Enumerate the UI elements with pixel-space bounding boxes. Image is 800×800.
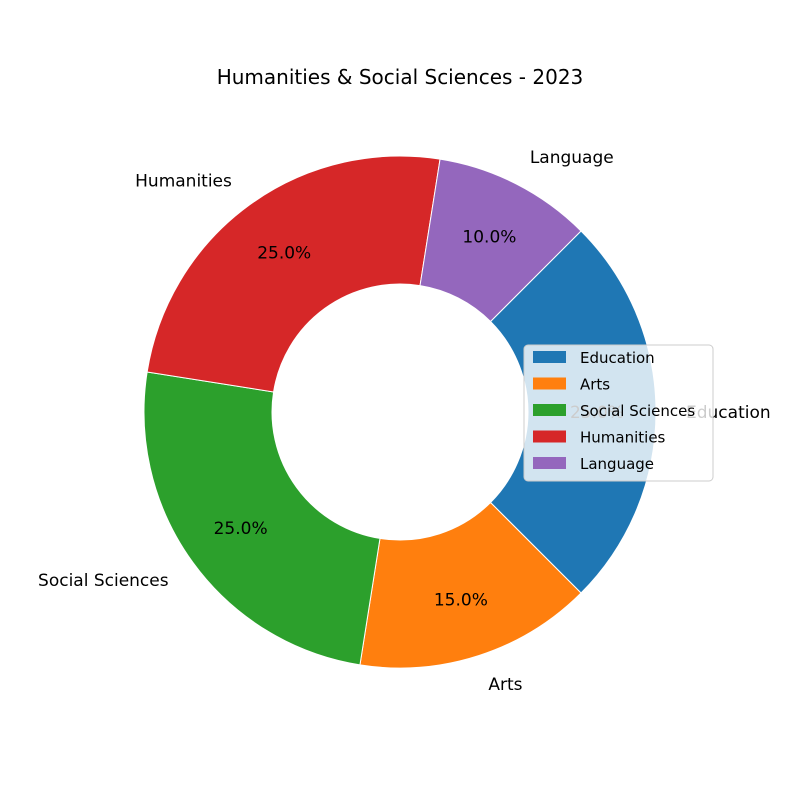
category-label: Language — [530, 148, 614, 168]
legend: Education Arts Social Sciences Humanities La… — [524, 345, 713, 481]
percent-label: 25.0% — [257, 244, 311, 264]
legend-label: Education — [580, 349, 655, 367]
category-label: Arts — [488, 675, 522, 695]
percent-label: 15.0% — [434, 590, 488, 610]
legend-swatch — [533, 431, 566, 443]
chart-title: Humanities & Social Sciences - 2023 — [217, 65, 584, 89]
legend-label: Arts — [580, 376, 610, 394]
legend-swatch — [533, 404, 566, 416]
legend-swatch — [533, 351, 566, 363]
category-label: Humanities — [135, 172, 232, 192]
legend-label: Humanities — [580, 429, 666, 447]
percent-label: 10.0% — [462, 227, 516, 247]
percent-label: 25.0% — [214, 519, 268, 539]
legend-label: Language — [580, 455, 654, 473]
legend-label: Social Sciences — [580, 402, 695, 420]
legend-swatch — [533, 457, 566, 469]
category-label: Social Sciences — [38, 571, 169, 591]
legend-swatch — [533, 378, 566, 390]
